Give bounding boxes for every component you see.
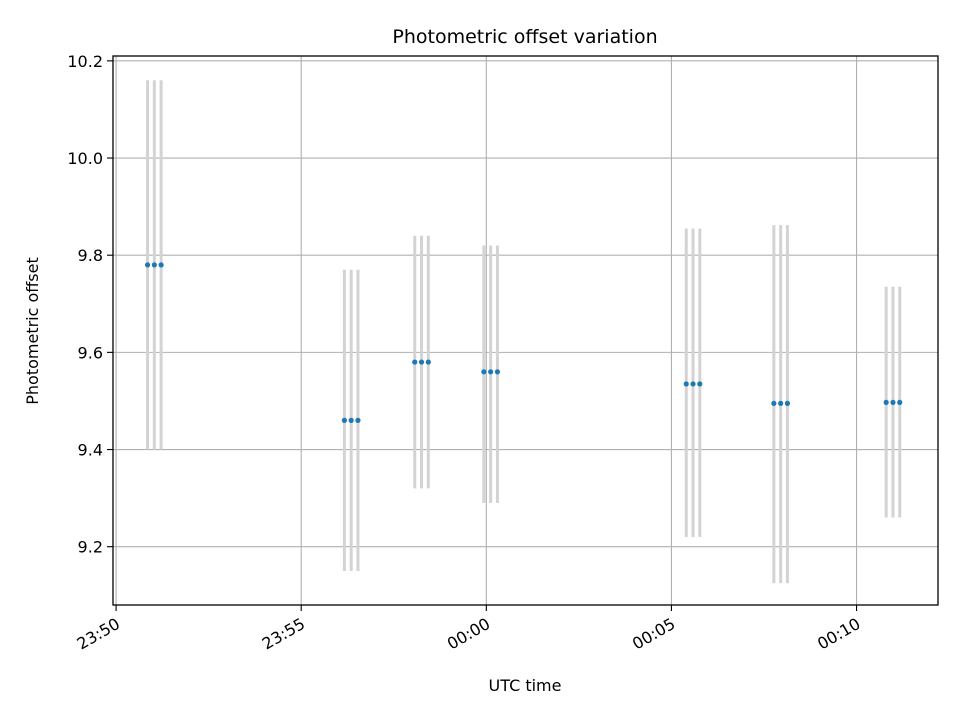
data-point [494, 369, 501, 375]
data-point [883, 399, 889, 406]
data-point [144, 262, 151, 268]
x-axis-label: UTC time [489, 676, 562, 695]
chart-title: Photometric offset variation [392, 26, 657, 48]
data-points [144, 262, 903, 423]
plot-area [113, 56, 938, 605]
y-tick-label: 9.4 [78, 441, 103, 460]
data-point [778, 400, 784, 406]
data-point [683, 381, 689, 387]
data-point [481, 369, 487, 375]
plot-frame [112, 55, 939, 606]
y-tick-label: 10.2 [67, 52, 103, 71]
data-point [158, 262, 164, 268]
y-tick-label: 10.0 [67, 149, 103, 168]
y-tick-label: 9.6 [78, 343, 103, 362]
data-point [890, 399, 896, 406]
data-point [348, 417, 354, 423]
data-point [418, 359, 425, 365]
data-point [690, 381, 696, 387]
y-tick-label: 9.2 [78, 538, 103, 557]
y-axis-label: Photometric offset [23, 257, 42, 405]
data-point [697, 381, 703, 387]
data-point [425, 359, 431, 365]
y-tick-label: 9.8 [78, 246, 103, 265]
data-point [488, 369, 494, 375]
data-point [412, 359, 418, 365]
y-axis-ticks: 9.2 9.4 9.6 9.8 10.0 10.2 [67, 52, 113, 557]
data-point [897, 399, 903, 406]
grid [113, 56, 938, 605]
data-point [784, 400, 791, 406]
data-point [355, 417, 361, 423]
data-point [151, 262, 157, 268]
data-point [341, 417, 347, 423]
data-point [771, 400, 777, 406]
